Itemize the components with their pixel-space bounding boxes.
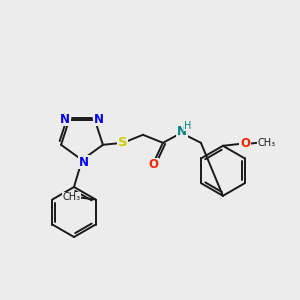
Text: S: S [118, 136, 128, 149]
Text: N: N [79, 155, 89, 169]
Text: N: N [94, 113, 104, 126]
Text: CH₃: CH₃ [63, 193, 81, 202]
Text: CH₃: CH₃ [258, 138, 276, 148]
Text: H: H [184, 121, 192, 131]
Text: N: N [60, 113, 70, 126]
Text: O: O [240, 137, 250, 150]
Text: O: O [148, 158, 158, 171]
Text: N: N [177, 125, 187, 138]
